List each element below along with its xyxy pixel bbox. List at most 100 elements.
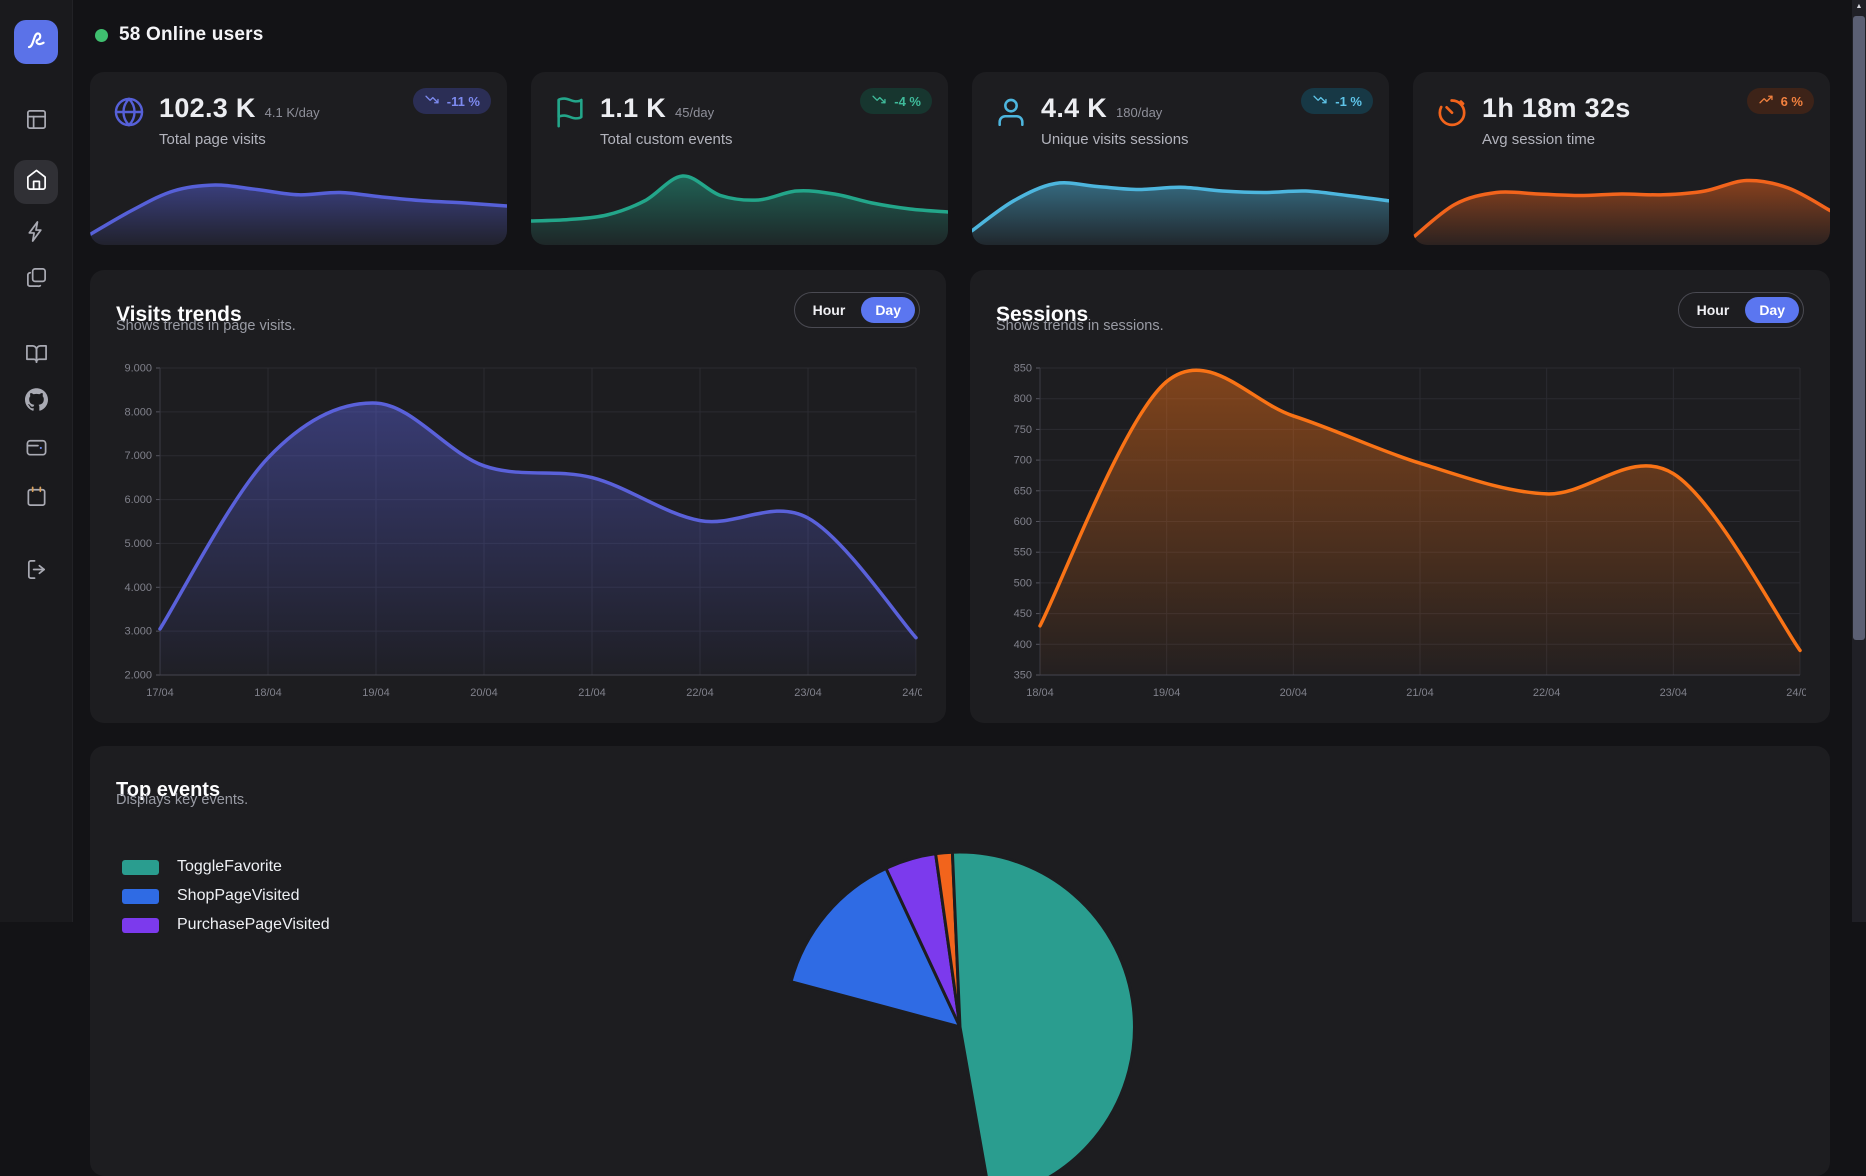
app-logo[interactable] (14, 20, 58, 64)
svg-text:19/04: 19/04 (1153, 687, 1181, 699)
sparkline-unique-sessions (972, 181, 1389, 245)
visits-toggle-day[interactable]: Day (861, 297, 915, 323)
visits-trends-card: Visits trends Shows trends in page visit… (90, 270, 946, 723)
wallet-icon (25, 436, 48, 464)
svg-text:600: 600 (1014, 516, 1032, 528)
sessions-chart: 350 400 450 500 550 600 650 700 750 800 850 18/04 19… (1014, 363, 1806, 700)
sidebar-item-dashboards[interactable] (14, 100, 58, 144)
stat-value: 1.1 K (600, 93, 667, 123)
legend-item-togglefavorite[interactable]: ToggleFavorite (122, 858, 330, 876)
svg-text:400: 400 (1014, 639, 1032, 651)
stat-card-unique-sessions: 4.4 K 180/day Unique visits sessions -1 … (972, 72, 1389, 245)
trend-badge-text: -1 % (1335, 93, 1362, 109)
top-events-subtitle: Displays key events. (116, 792, 249, 808)
timer-icon (1435, 95, 1469, 129)
calendar-icon (25, 485, 48, 513)
legend-swatch (122, 859, 159, 875)
svg-text:22/04: 22/04 (686, 687, 714, 699)
visits-toggle-hour[interactable]: Hour (812, 302, 846, 318)
page-scrollbar[interactable]: ▲ (1852, 0, 1866, 922)
svg-text:5.000: 5.000 (124, 538, 152, 550)
stat-rate: 180/day (1116, 105, 1163, 120)
svg-text:4.000: 4.000 (124, 582, 152, 594)
sparkline-custom-events (531, 174, 948, 245)
sessions-toggle-day[interactable]: Day (1745, 297, 1799, 323)
stat-label: Avg session time (1482, 131, 1596, 148)
sidebar-item-events[interactable] (14, 212, 58, 256)
svg-text:23/04: 23/04 (794, 687, 822, 699)
svg-text:23/04: 23/04 (1660, 687, 1688, 699)
svg-text:650: 650 (1014, 485, 1032, 497)
pie-slice[interactable] (950, 850, 1136, 1176)
legend-label: ToggleFavorite (177, 858, 282, 875)
sidebar-item-github[interactable] (14, 380, 58, 424)
stat-rate: 45/day (675, 105, 715, 120)
online-status-dot (95, 28, 108, 42)
sparkline-page-visits (90, 183, 507, 245)
svg-text:800: 800 (1014, 393, 1032, 405)
sidebar-item-logout[interactable] (14, 550, 58, 594)
legend-swatch (122, 888, 159, 904)
svg-text:550: 550 (1014, 547, 1032, 559)
visits-trends-subtitle: Shows trends in page visits. (116, 318, 296, 334)
sidebar-item-calendar[interactable] (14, 477, 58, 521)
trend-badge-text: 6 % (1780, 93, 1803, 109)
online-users-indicator: 58 Online users (95, 24, 264, 46)
legend-item-shoppagevisited[interactable]: ShopPageVisited (122, 887, 330, 905)
stat-rate: 4.1 K/day (264, 105, 320, 120)
legend-item-purchasepagevisited[interactable]: PurchasePageVisited (122, 916, 330, 934)
copy-pages-icon (25, 266, 48, 294)
svg-text:19/04: 19/04 (362, 687, 390, 699)
svg-text:9.000: 9.000 (124, 363, 152, 375)
flag-icon (553, 95, 587, 129)
stat-card-session-time: 1h 18m 32s Avg session time 6 % (1413, 72, 1830, 245)
svg-text:21/04: 21/04 (1406, 687, 1434, 699)
legend-label: ShopPageVisited (177, 887, 300, 904)
stat-value: 4.4 K (1041, 93, 1108, 123)
top-events-card: Top events Displays key events. ToggleFa… (90, 746, 1830, 1176)
globe-icon (112, 95, 146, 129)
svg-text:450: 450 (1014, 608, 1032, 620)
sessions-subtitle: Shows trends in sessions. (996, 318, 1164, 334)
online-users-count: 58 Online users (119, 24, 264, 45)
svg-text:350: 350 (1014, 670, 1032, 682)
visits-trends-chart: 2.000 3.000 4.000 5.000 6.000 7.000 8.000 9.000… (124, 363, 922, 700)
svg-text:500: 500 (1014, 577, 1032, 589)
stat-card-custom-events: 1.1 K 45/day Total custom events -4 % (531, 72, 948, 245)
sidebar (0, 0, 73, 922)
sessions-title: Sessions (996, 303, 1089, 327)
sessions-card: Sessions Shows trends in sessions. Hour … (970, 270, 1830, 723)
svg-text:18/04: 18/04 (254, 687, 282, 699)
stat-value: 102.3 K (159, 93, 256, 123)
book-open-icon (25, 342, 48, 370)
stat-label: Unique visits sessions (1041, 131, 1189, 148)
svg-text:24/04: 24/04 (1786, 687, 1806, 699)
svg-text:7.000: 7.000 (124, 450, 152, 462)
trending-down-icon (424, 93, 440, 109)
trend-badge: 6 % (1746, 88, 1814, 114)
sidebar-item-pages[interactable] (14, 258, 58, 302)
layout-panels-icon (25, 108, 48, 136)
svg-text:6.000: 6.000 (124, 494, 152, 506)
top-events-pie-chart[interactable] (778, 845, 1142, 1176)
svg-text:20/04: 20/04 (470, 687, 498, 699)
svg-text:21/04: 21/04 (578, 687, 606, 699)
svg-text:3.000: 3.000 (124, 626, 152, 638)
trending-down-icon (871, 93, 887, 109)
github-icon (24, 388, 48, 416)
lightning-icon (25, 220, 48, 248)
scrollbar-up-arrow[interactable]: ▲ (1855, 3, 1863, 10)
sidebar-item-home[interactable] (14, 160, 58, 204)
sidebar-item-billing[interactable] (14, 428, 58, 472)
home-icon (25, 168, 48, 196)
stat-label: Total custom events (600, 131, 733, 148)
visits-interval-toggle: Hour Day (793, 292, 920, 328)
sessions-toggle-hour[interactable]: Hour (1696, 302, 1730, 318)
scrollbar-thumb[interactable] (1853, 16, 1865, 640)
trend-badge: -4 % (860, 88, 932, 114)
trending-up-icon (1758, 93, 1774, 109)
svg-text:18/04: 18/04 (1026, 687, 1054, 699)
stat-label: Total page visits (159, 131, 266, 148)
sidebar-item-docs[interactable] (14, 334, 58, 378)
svg-text:2.000: 2.000 (124, 670, 152, 682)
